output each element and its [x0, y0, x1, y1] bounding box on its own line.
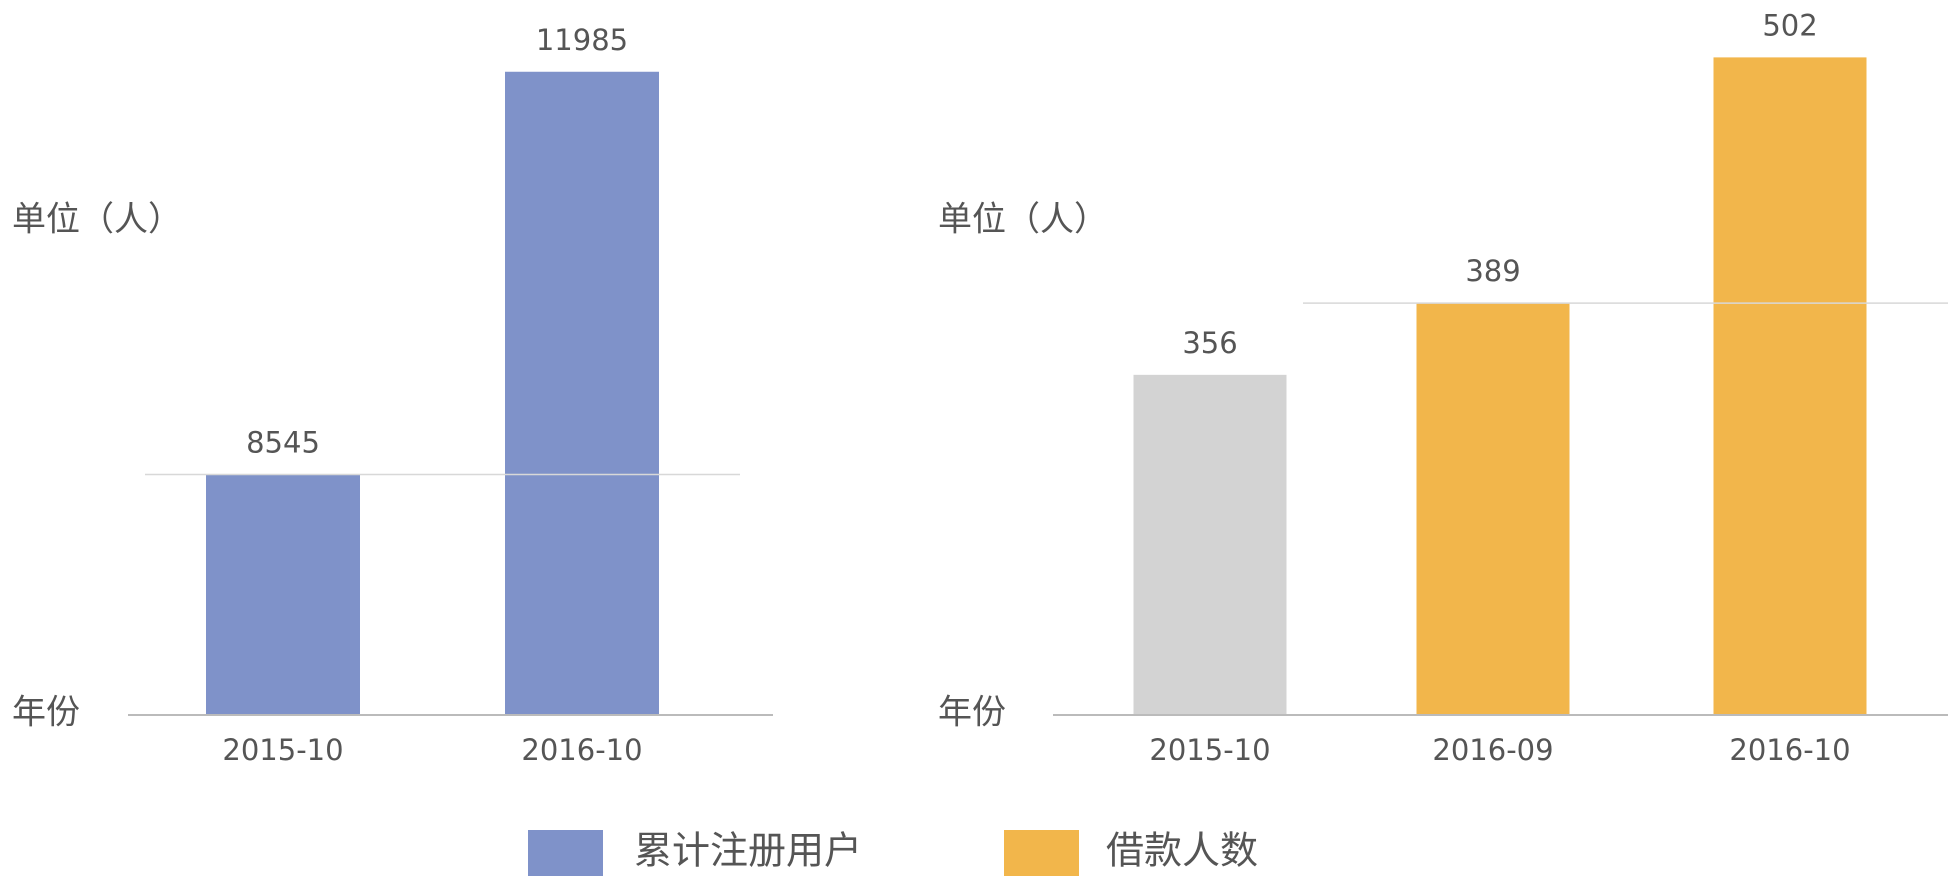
legend-swatch: [528, 830, 603, 876]
x-tick-label: 2015-10: [1149, 733, 1270, 767]
legend-label: 借款人数: [1106, 829, 1258, 873]
value-label: 8545: [246, 426, 320, 460]
bar: [1133, 374, 1287, 714]
value-label: 389: [1465, 254, 1520, 288]
legend-label: 累计注册用户: [634, 829, 862, 873]
value-label: 11985: [536, 23, 628, 57]
value-label: 502: [1762, 8, 1817, 42]
bar: [206, 474, 360, 714]
x-tick-label: 2016-10: [521, 733, 642, 767]
y-axis-label: 单位（人）: [12, 200, 182, 240]
bar: [1713, 57, 1867, 714]
x-axis-label: 年份: [12, 693, 80, 733]
value-label: 356: [1182, 326, 1237, 360]
y-axis-label: 单位（人）: [938, 200, 1108, 240]
x-tick-label: 2016-09: [1432, 733, 1553, 767]
x-tick-label: 2015-10: [222, 733, 343, 767]
x-axis-label: 年份: [938, 693, 1006, 733]
bar: [505, 71, 659, 715]
x-tick-label: 2016-10: [1729, 733, 1850, 767]
bar: [1416, 303, 1570, 714]
legend-swatch: [1004, 830, 1079, 876]
